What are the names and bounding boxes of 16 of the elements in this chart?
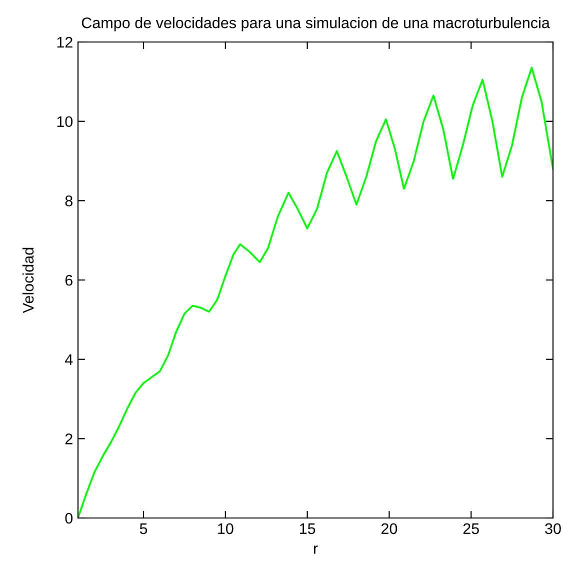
y-tick-label: 6 <box>65 274 72 286</box>
x-tick-label: 5 <box>140 523 148 534</box>
chart-title: Campo de velocidades para una simulacion de una macroturbulencia <box>82 17 550 32</box>
y-tick-label: 2 <box>65 434 72 444</box>
y-tick-label: 8 <box>65 196 72 206</box>
x-tick-label: 10 <box>218 523 234 534</box>
x-tick-label: 30 <box>545 523 561 534</box>
y-tick-label: 12 <box>57 36 72 48</box>
x-tick-label: 25 <box>463 523 479 534</box>
y-tick-label: 4 <box>64 354 73 365</box>
y-tick-label: 10 <box>57 116 73 128</box>
x-axis-title: r <box>314 546 318 554</box>
y-tick-label: 0 <box>65 512 73 524</box>
x-tick-label: 15 <box>300 523 316 534</box>
y-axis-title: Velocidad <box>22 248 34 314</box>
x-tick-label: 20 <box>381 523 398 534</box>
